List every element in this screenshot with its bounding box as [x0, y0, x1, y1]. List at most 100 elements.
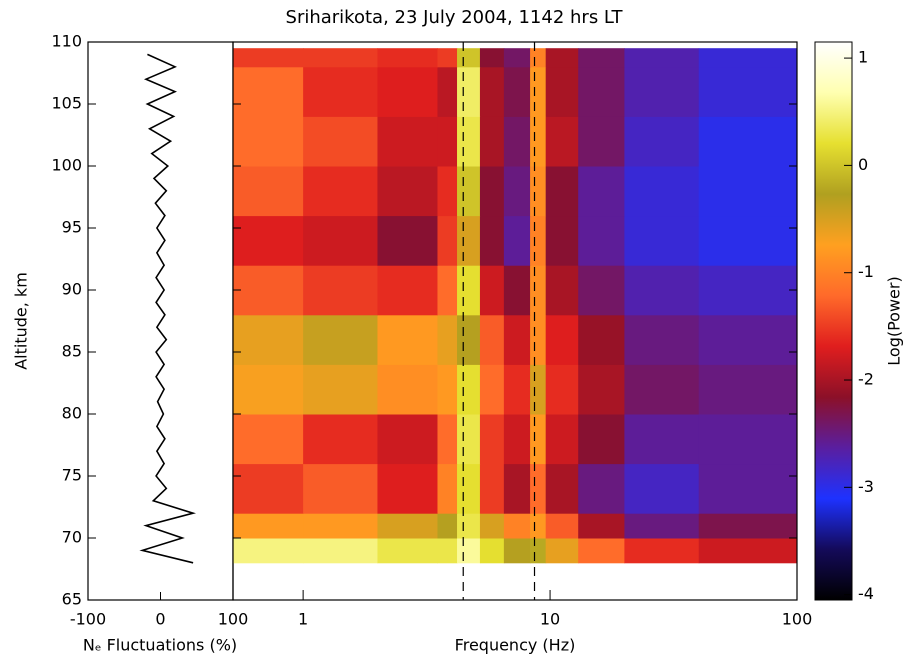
heatmap-cell [377, 463, 438, 514]
heatmap-cell [698, 265, 798, 316]
heatmap-cell [479, 215, 505, 266]
heatmap-cell [303, 314, 378, 365]
heatmap-cell [503, 364, 531, 415]
heatmap-cell [377, 48, 438, 68]
heatmap-cell [530, 265, 547, 316]
heatmap-cell [303, 538, 378, 564]
heatmap-cell [377, 364, 438, 415]
heatmap-cell [479, 66, 505, 117]
heatmap-cell [545, 414, 579, 465]
heatmap-cell [457, 513, 481, 539]
heatmap-cell [578, 48, 625, 68]
heatmap-cell [437, 314, 458, 365]
heatmap-cell [698, 166, 798, 217]
heatmap-cell [578, 513, 625, 539]
heatmap-cell [578, 215, 625, 266]
y-tick-label: 105 [51, 94, 82, 113]
heatmap-cell [503, 265, 531, 316]
heatmap-cell [437, 48, 458, 68]
heatmap-cell [578, 463, 625, 514]
profile-line [139, 53, 196, 564]
heatmap-cell [503, 463, 531, 514]
heatmap-cell [530, 215, 547, 266]
heatmap-cell [233, 364, 304, 415]
y-tick-label: 85 [62, 342, 82, 361]
y-axis-label: Altitude, km [12, 272, 31, 370]
heatmap-cell [530, 414, 547, 465]
colorbar-label: Log(Power) [885, 276, 904, 365]
heatmap-cell [437, 414, 458, 465]
heatmap-cell [545, 513, 579, 539]
heatmap-cell [545, 116, 579, 167]
y-tick-label: 100 [51, 156, 82, 175]
heatmap-cell [437, 463, 458, 514]
heatmap-cell [437, 215, 458, 266]
heatmap-cell [503, 166, 531, 217]
heatmap-cell [377, 265, 438, 316]
heatmap-cell [578, 364, 625, 415]
heatmap-cell [303, 48, 378, 68]
heatmap-cell [479, 166, 505, 217]
heatmap-cell [530, 66, 547, 117]
y-tick-label: 110 [51, 32, 82, 51]
heatmap-cell [457, 215, 481, 266]
heatmap-cell [303, 166, 378, 217]
heatmap-cell [377, 166, 438, 217]
heatmap-cell [303, 66, 378, 117]
heatmap-cell [624, 414, 700, 465]
heatmap-cell [503, 414, 531, 465]
heatmap-cell [624, 538, 700, 564]
y-tick-label: 80 [62, 404, 82, 423]
heatmap-cell [624, 48, 700, 68]
heatmap-cell [578, 265, 625, 316]
heatmap-cell [624, 364, 700, 415]
y-tick-label: 90 [62, 280, 82, 299]
heatmap-cell [437, 364, 458, 415]
heatmap-cell [437, 116, 458, 167]
colorbar-tick-label: -4 [858, 584, 874, 603]
heatmap-cell [503, 66, 531, 117]
heatmap-cell [479, 116, 505, 167]
heatmap-cell [578, 116, 625, 167]
axes-frame [232, 41, 798, 601]
heatmap-cell [624, 314, 700, 365]
heatmap-cell [578, 414, 625, 465]
heatmap-cell [545, 314, 579, 365]
heatmap-cell [545, 66, 579, 117]
heatmap-cell [698, 538, 798, 564]
heatmap-cell [479, 48, 505, 68]
x-axis-label: Frequency (Hz) [455, 636, 576, 655]
heatmap-cell [545, 364, 579, 415]
heatmap-cell [503, 215, 531, 266]
chart-title: Sriharikota, 23 July 2004, 1142 hrs LT [286, 7, 624, 28]
heatmap-cell [303, 463, 378, 514]
heatmap-cell [624, 116, 700, 167]
y-tick-label: 95 [62, 218, 82, 237]
heatmap-cell [457, 414, 481, 465]
heatmap-cell [377, 66, 438, 117]
heatmap-cell [624, 265, 700, 316]
heatmap-cell [479, 538, 505, 564]
heatmap-cell [233, 314, 304, 365]
heatmap-cell [530, 116, 547, 167]
heatmap-cell [479, 314, 505, 365]
heatmap-cell [233, 166, 304, 217]
heatmap-cell [479, 265, 505, 316]
heatmap-cell [457, 265, 481, 316]
heatmap-cell [437, 166, 458, 217]
heatmap-cell [233, 48, 304, 68]
x-tick-label: -100 [70, 610, 106, 629]
heatmap-cell [303, 265, 378, 316]
heatmap-cell [530, 463, 547, 514]
heatmap-cell [303, 513, 378, 539]
heatmap-cell [479, 414, 505, 465]
heatmap-cell [624, 215, 700, 266]
heatmap-cell [457, 314, 481, 365]
x-tick-label: 100 [782, 610, 813, 629]
heatmap-cell [578, 314, 625, 365]
x-axis-label: Nₑ Fluctuations (%) [83, 636, 237, 655]
heatmap-cell [437, 513, 458, 539]
heatmap-cell [233, 215, 304, 266]
heatmap-cell [624, 513, 700, 539]
